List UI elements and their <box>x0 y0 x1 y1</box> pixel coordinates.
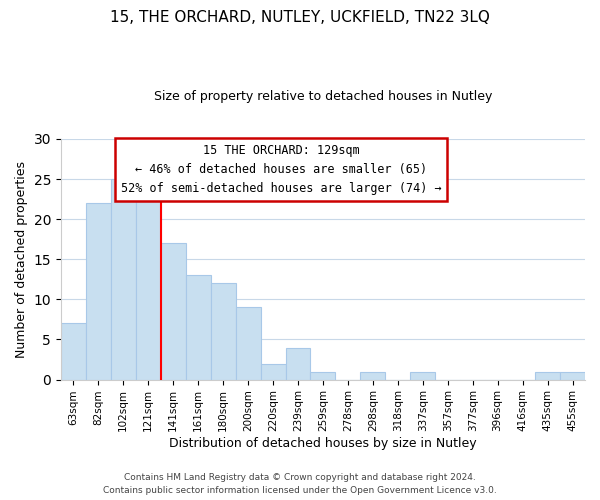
Bar <box>535 372 560 380</box>
Bar <box>86 203 111 380</box>
Bar <box>361 372 385 380</box>
Bar <box>286 348 310 380</box>
Bar <box>136 179 161 380</box>
Bar <box>185 276 211 380</box>
Text: Contains HM Land Registry data © Crown copyright and database right 2024.
Contai: Contains HM Land Registry data © Crown c… <box>103 474 497 495</box>
Y-axis label: Number of detached properties: Number of detached properties <box>15 160 28 358</box>
X-axis label: Distribution of detached houses by size in Nutley: Distribution of detached houses by size … <box>169 437 477 450</box>
Bar <box>211 284 236 380</box>
Bar <box>111 179 136 380</box>
Title: Size of property relative to detached houses in Nutley: Size of property relative to detached ho… <box>154 90 492 103</box>
Bar <box>310 372 335 380</box>
Bar <box>236 308 260 380</box>
Bar <box>61 324 86 380</box>
Bar <box>260 364 286 380</box>
Bar <box>410 372 435 380</box>
Text: 15 THE ORCHARD: 129sqm
← 46% of detached houses are smaller (65)
52% of semi-det: 15 THE ORCHARD: 129sqm ← 46% of detached… <box>121 144 442 194</box>
Bar <box>161 243 185 380</box>
Text: 15, THE ORCHARD, NUTLEY, UCKFIELD, TN22 3LQ: 15, THE ORCHARD, NUTLEY, UCKFIELD, TN22 … <box>110 10 490 25</box>
Bar <box>560 372 585 380</box>
